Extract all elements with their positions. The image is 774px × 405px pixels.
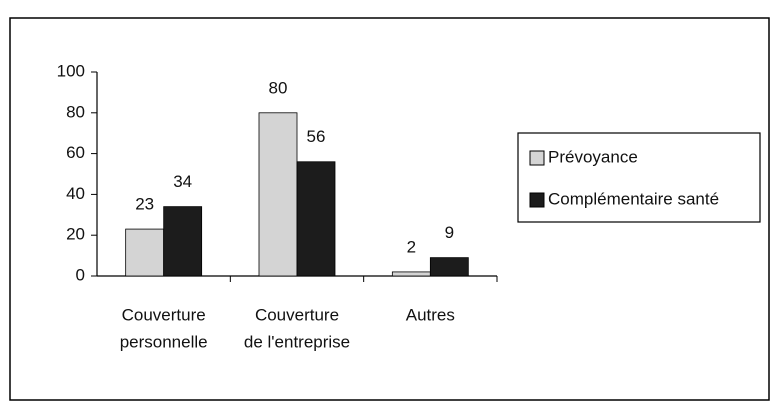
- legend-box: [517, 132, 761, 223]
- data-label: 2: [407, 237, 416, 256]
- legend-label: Complémentaire santé: [548, 189, 719, 208]
- data-label: 56: [307, 127, 326, 146]
- legend-swatch: [529, 150, 545, 166]
- data-label: 80: [269, 78, 288, 97]
- x-tick-label: Couverture: [255, 305, 339, 324]
- legend-label: Prévoyance: [548, 147, 638, 166]
- y-tick-label: 100: [57, 61, 85, 80]
- bar: [391, 271, 431, 277]
- bar: [296, 161, 336, 277]
- bar: [429, 257, 469, 277]
- x-tick-label: Autres: [406, 305, 455, 324]
- y-tick-label: 80: [66, 102, 85, 121]
- y-tick-label: 60: [66, 143, 85, 162]
- y-tick-label: 20: [66, 225, 85, 244]
- y-tick-label: 40: [66, 184, 85, 203]
- y-tick-label: 0: [76, 265, 85, 284]
- x-tick-label: personnelle: [120, 332, 208, 351]
- data-label: 23: [135, 195, 154, 214]
- bar: [258, 112, 298, 277]
- bar: [163, 206, 203, 277]
- data-label: 34: [173, 172, 192, 191]
- x-tick-label: Couverture: [122, 305, 206, 324]
- x-tick-label: de l'entreprise: [244, 332, 350, 351]
- legend-swatch: [529, 192, 545, 208]
- data-label: 9: [445, 223, 454, 242]
- bar: [125, 228, 165, 277]
